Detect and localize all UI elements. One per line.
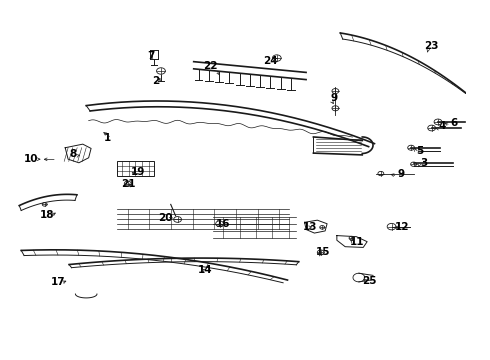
Text: 10: 10 <box>24 154 38 164</box>
Text: 21: 21 <box>122 179 136 189</box>
Text: 7: 7 <box>147 51 155 61</box>
Text: 24: 24 <box>264 56 278 66</box>
Text: 14: 14 <box>197 265 212 275</box>
Text: 15: 15 <box>316 247 330 257</box>
Text: 1: 1 <box>103 133 111 143</box>
Text: 9: 9 <box>398 168 405 179</box>
Text: 9: 9 <box>330 93 338 103</box>
Text: 8: 8 <box>70 149 76 159</box>
Text: 11: 11 <box>350 237 365 247</box>
Text: 22: 22 <box>203 61 218 71</box>
Text: 25: 25 <box>362 276 377 286</box>
Text: 17: 17 <box>51 277 66 287</box>
Text: 6: 6 <box>450 118 458 128</box>
Text: 18: 18 <box>40 210 54 220</box>
Text: 5: 5 <box>416 146 423 156</box>
Text: 13: 13 <box>303 222 318 231</box>
Text: 4: 4 <box>438 121 445 131</box>
Text: 16: 16 <box>216 219 231 229</box>
Text: 2: 2 <box>152 76 160 86</box>
Text: 20: 20 <box>159 213 173 222</box>
Text: 19: 19 <box>130 167 145 177</box>
Text: 3: 3 <box>421 158 428 168</box>
Text: 23: 23 <box>424 41 439 50</box>
Text: 12: 12 <box>395 222 410 231</box>
